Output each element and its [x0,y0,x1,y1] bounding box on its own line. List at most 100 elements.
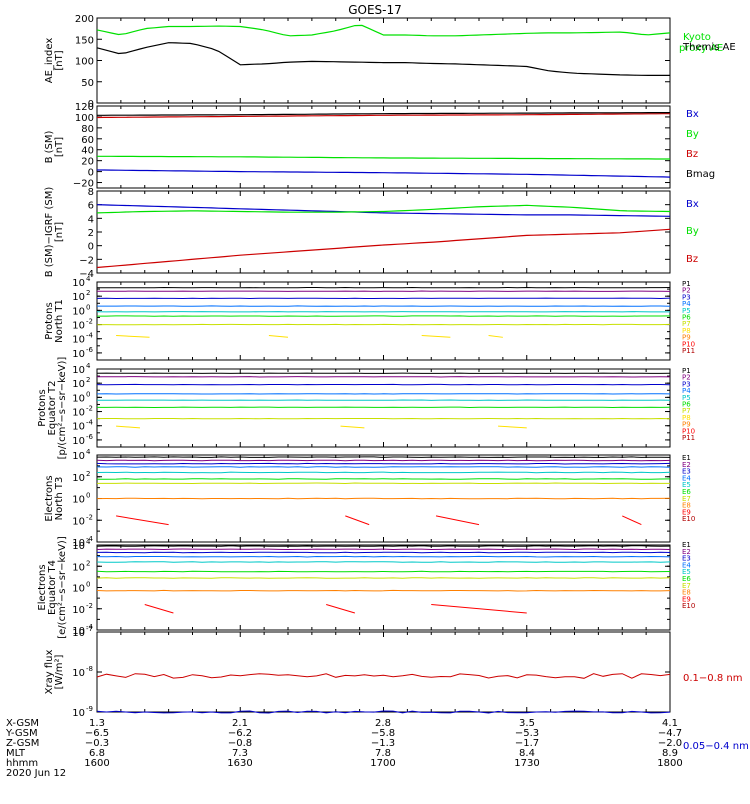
bdiff-ytick-label: 8 [88,187,94,198]
protons-equator-series-p8-segment [341,426,365,428]
bsm-ytick-label: 120 [75,102,94,113]
ae-ylabel: [nT] [54,50,65,70]
xray-ytick-exponent: -7 [86,625,93,633]
bdiff-ytick-label: 4 [88,214,94,225]
electrons-north-ytick-label: 10 [72,516,85,527]
protons-north-series-p8-segment [116,336,149,338]
protons-north-ytick-exponent: -6 [86,346,94,354]
electrons-equator-series-e6 [97,571,670,572]
xaxis-value: 1800 [657,758,682,769]
electrons-equator-series-e8 [97,590,670,591]
electrons-north-legend-e10: E10 [682,515,695,523]
bsm-series-by [97,156,670,159]
electrons-north-series-e1 [97,457,670,458]
electrons-north-series-e9-segment [436,516,479,525]
electrons-equator-series-e5 [97,562,670,563]
electrons-equator-ytick-label: 10 [72,562,85,573]
electrons-north-series-e8 [97,498,670,499]
protons-equator-ytick-exponent: -4 [86,419,94,427]
xray-frame [97,632,670,712]
protons-equator-ytick-label: 10 [72,422,85,433]
protons-equator-ytick-exponent: 4 [86,362,91,370]
bsm-ytick-label: 100 [75,113,94,124]
protons-north-ylabel: North T1 [54,299,65,343]
electrons-equator-ytick-exponent: 2 [86,559,90,567]
ae-ytick-label: 50 [81,78,94,89]
ae-legend-themis-ae: Themis AE [682,42,736,53]
bdiff-legend-bx: Bx [686,199,699,210]
plot-title: GOES-17 [348,3,402,17]
xray-ytick-label: 10 [72,628,85,639]
bdiff-legend-by: By [686,226,699,237]
electrons-equator-ytick-exponent: 0 [86,581,90,589]
protons-north-ytick-exponent: 0 [86,303,90,311]
xaxis-value: 1630 [227,758,252,769]
protons-north-ytick-exponent: 2 [86,289,90,297]
protons-equator-ytick-exponent: 2 [86,376,90,384]
xray-legend-0-05-0-4-nm: 0.05−0.4 nm [683,741,749,752]
protons-north-ytick-label: 10 [72,335,85,346]
protons-north-ytick-label: 10 [72,321,85,332]
protons-equator-ytick-exponent: 0 [86,390,90,398]
xaxis-value: 1700 [370,758,395,769]
protons-north-frame [97,282,670,360]
ae-series-kyoto [97,25,670,35]
ae-ytick-label: 100 [75,57,94,68]
electrons-north-ytick-exponent: -2 [86,513,93,521]
protons-north-ytick-label: 10 [72,278,85,289]
electrons-equator-ytick-label: 10 [72,584,85,595]
electrons-north-ytick-label: 10 [72,451,85,462]
electrons-north-ytick-exponent: 0 [86,492,90,500]
electrons-north-ytick-label: 10 [72,473,85,484]
bsm-ytick-label: 40 [81,146,94,157]
bdiff-series-by [97,205,670,213]
electrons-north-series-e2 [97,460,670,461]
bsm-ytick-label: 80 [81,124,94,135]
bsm-legend-bmag: Bmag [686,169,715,180]
protons-equator-ytick-label: 10 [72,379,85,390]
xray-ytick-exponent: -9 [86,705,93,713]
protons-north-ytick-label: 10 [72,349,85,360]
xray-ylabel: [W/m²] [54,654,65,689]
electrons-equator-legend-e10: E10 [682,602,695,610]
protons-north-series-p8-segment [269,336,288,338]
bdiff-ytick-label: −2 [79,255,94,266]
bsm-legend-by: By [686,129,699,140]
electrons-equator-series-e7 [97,578,670,579]
protons-equator-ytick-exponent: -6 [86,433,94,441]
protons-equator-ytick-exponent: -2 [86,405,93,413]
bdiff-series-bz [97,229,670,267]
electrons-north-series-e9-segment [116,516,169,525]
bdiff-ylabel: [nT] [54,222,65,242]
electrons-equator-series-e9-segment [431,605,527,614]
xray-legend-0-1-0-8-nm: 0.1−0.8 nm [683,673,742,684]
electrons-equator-ytick-label: 10 [72,541,85,552]
electrons-equator-series-e2 [97,549,670,550]
xray-ytick-label: 10 [72,708,85,719]
electrons-north-series-e7 [97,483,670,484]
xray-ytick-exponent: -8 [86,665,93,673]
protons-north-series-p8-segment [489,336,503,338]
electrons-equator-ytick-exponent: -2 [86,602,93,610]
electrons-equator-ytick-exponent: 4 [86,538,91,546]
protons-north-ytick-label: 10 [72,292,85,303]
protons-equator-ytick-label: 10 [72,365,85,376]
electrons-north-ytick-exponent: 2 [86,470,90,478]
bdiff-legend-bz: Bz [686,254,698,265]
electrons-equator-series-e4 [97,556,670,557]
xray-series-0-1-0-8-nm [97,674,670,679]
protons-north-legend-p11: P11 [682,347,695,355]
electrons-equator-ytick-label: 10 [72,605,85,616]
electrons-equator-series-e1 [97,546,670,547]
electrons-north-series-e9-segment [622,516,641,525]
xaxis-value: 1730 [514,758,539,769]
bsm-ylabel: [nT] [54,137,65,157]
xray-ytick-label: 10 [72,668,85,679]
electrons-north-series-e9-segment [345,516,369,525]
plot-date: 2020 Jun 12 [6,768,66,779]
protons-north-ytick-exponent: 4 [86,275,91,283]
ae-series-themis-ae [97,43,670,76]
electrons-equator-series-e9-segment [326,605,355,614]
electrons-north-series-e5 [97,472,670,473]
